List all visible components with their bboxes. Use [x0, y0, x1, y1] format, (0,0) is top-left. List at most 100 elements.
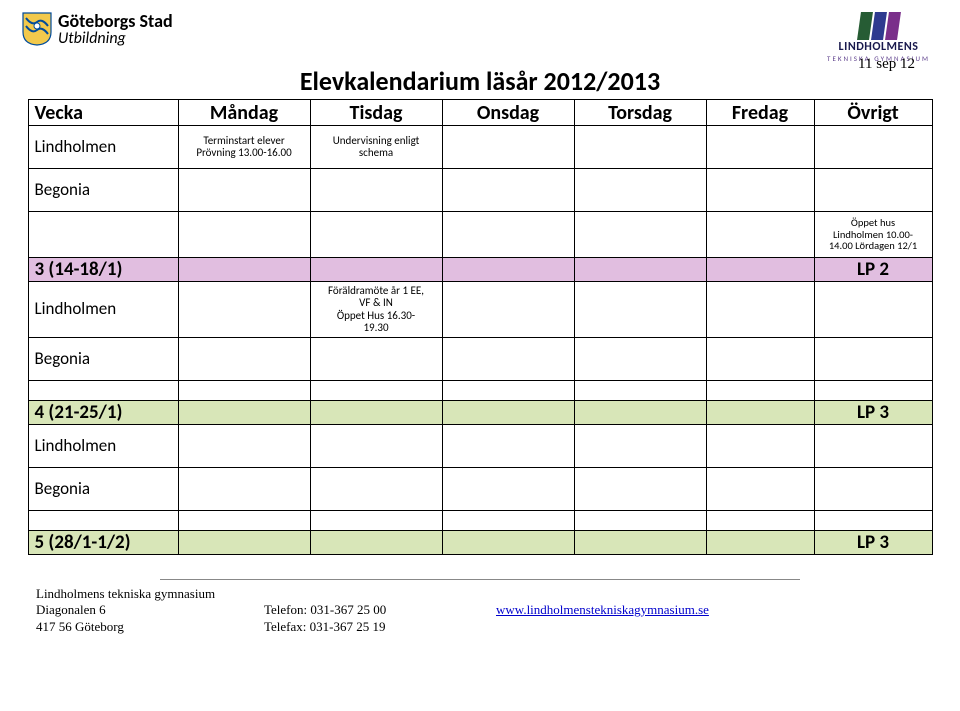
cell	[178, 401, 310, 425]
cell	[814, 338, 932, 381]
logo-left: Göteborgs Stad Utbildning	[22, 12, 173, 48]
cell	[814, 381, 932, 401]
cell	[178, 169, 310, 212]
cell	[574, 258, 706, 282]
cell	[442, 531, 574, 555]
cell	[178, 212, 310, 258]
cell	[310, 425, 442, 468]
row-label: Begonia	[28, 169, 178, 212]
cell: Föräldramöte år 1 EE,VF & INÖppet Hus 16…	[310, 282, 442, 338]
col-ovr: Övrigt	[814, 100, 932, 126]
cell	[178, 468, 310, 511]
page-footer: Lindholmens tekniska gymnasium Diagonale…	[0, 580, 960, 635]
cell	[442, 212, 574, 258]
cell	[706, 381, 814, 401]
org-line2: Utbildning	[58, 31, 173, 48]
footer-text: 417 56 Göteborg	[36, 619, 264, 635]
cell	[28, 212, 178, 258]
school-line1: LINDHOLMENS	[827, 40, 930, 54]
cell	[814, 511, 932, 531]
table-row: Begonia	[28, 468, 932, 511]
cell	[706, 338, 814, 381]
cell	[442, 258, 574, 282]
footer-link[interactable]: www.lindholmenstekniskagymnasium.se	[496, 602, 709, 617]
cell	[574, 381, 706, 401]
cell	[442, 401, 574, 425]
cell	[706, 282, 814, 338]
cell	[310, 338, 442, 381]
row-label: Begonia	[28, 468, 178, 511]
week-ovrigt: LP 3	[814, 531, 932, 555]
footer-text: Telefax: 031-367 25 19	[264, 619, 496, 635]
cell	[442, 381, 574, 401]
cell	[574, 511, 706, 531]
footer-text: Lindholmens tekniska gymnasium	[36, 586, 264, 602]
footer-text: Diagonalen 6	[36, 602, 264, 618]
footer-text: Telefon: 031-367 25 00	[264, 602, 496, 618]
cell	[814, 425, 932, 468]
cell	[814, 468, 932, 511]
cell	[706, 126, 814, 169]
cell	[442, 282, 574, 338]
cell	[574, 282, 706, 338]
week-label: 5 (28/1-1/2)	[28, 531, 178, 555]
cell	[28, 381, 178, 401]
crest-icon	[22, 12, 52, 46]
cell	[178, 258, 310, 282]
week-row: 5 (28/1-1/2) LP 3	[28, 531, 932, 555]
cell	[178, 511, 310, 531]
cell	[706, 511, 814, 531]
org-name: Göteborgs Stad Utbildning	[58, 12, 173, 48]
table-row: Begonia	[28, 338, 932, 381]
note-cell: Öppet husLindholmen 10.00-14.00 Lördagen…	[814, 212, 932, 258]
week-label: 4 (21-25/1)	[28, 401, 178, 425]
cell: Undervisning enligtschema	[310, 126, 442, 169]
cell	[706, 212, 814, 258]
table-row: Begonia	[28, 169, 932, 212]
cell	[310, 169, 442, 212]
col-mon: Måndag	[178, 100, 310, 126]
cell	[574, 212, 706, 258]
cell	[442, 169, 574, 212]
table-row: Lindholmen	[28, 425, 932, 468]
cell	[706, 531, 814, 555]
cell	[814, 282, 932, 338]
cell	[574, 126, 706, 169]
cell	[574, 425, 706, 468]
cell	[706, 401, 814, 425]
cell	[706, 169, 814, 212]
cell	[706, 425, 814, 468]
cell	[310, 468, 442, 511]
cell	[574, 401, 706, 425]
table-row: Lindholmen Terminstart eleverPrövning 13…	[28, 126, 932, 169]
cell	[574, 531, 706, 555]
week-row: 3 (14-18/1) LP 2	[28, 258, 932, 282]
empty-row	[28, 511, 932, 531]
footer-col3: www.lindholmenstekniskagymnasium.se	[496, 586, 709, 635]
cell	[442, 126, 574, 169]
cell: Terminstart eleverPrövning 13.00-16.00	[178, 126, 310, 169]
cell	[178, 381, 310, 401]
table-row: Lindholmen Föräldramöte år 1 EE,VF & INÖ…	[28, 282, 932, 338]
cell	[574, 169, 706, 212]
cell	[178, 425, 310, 468]
calendar-table: Vecka Måndag Tisdag Onsdag Torsdag Freda…	[28, 99, 933, 555]
cell	[442, 338, 574, 381]
col-wed: Onsdag	[442, 100, 574, 126]
col-thu: Torsdag	[574, 100, 706, 126]
cell	[574, 468, 706, 511]
blank-row: Öppet husLindholmen 10.00-14.00 Lördagen…	[28, 212, 932, 258]
col-fri: Fredag	[706, 100, 814, 126]
page-header: Göteborgs Stad Utbildning LINDHOLMENS TE…	[0, 0, 960, 63]
footer-col2: Telefon: 031-367 25 00 Telefax: 031-367 …	[264, 586, 496, 635]
table-header-row: Vecka Måndag Tisdag Onsdag Torsdag Freda…	[28, 100, 932, 126]
page-date: 11 sep 12	[858, 56, 915, 73]
cell	[814, 126, 932, 169]
cell	[706, 468, 814, 511]
week-row: 4 (21-25/1) LP 3	[28, 401, 932, 425]
cell	[310, 212, 442, 258]
cell	[814, 169, 932, 212]
row-label: Lindholmen	[28, 282, 178, 338]
cell	[310, 258, 442, 282]
cell	[706, 258, 814, 282]
